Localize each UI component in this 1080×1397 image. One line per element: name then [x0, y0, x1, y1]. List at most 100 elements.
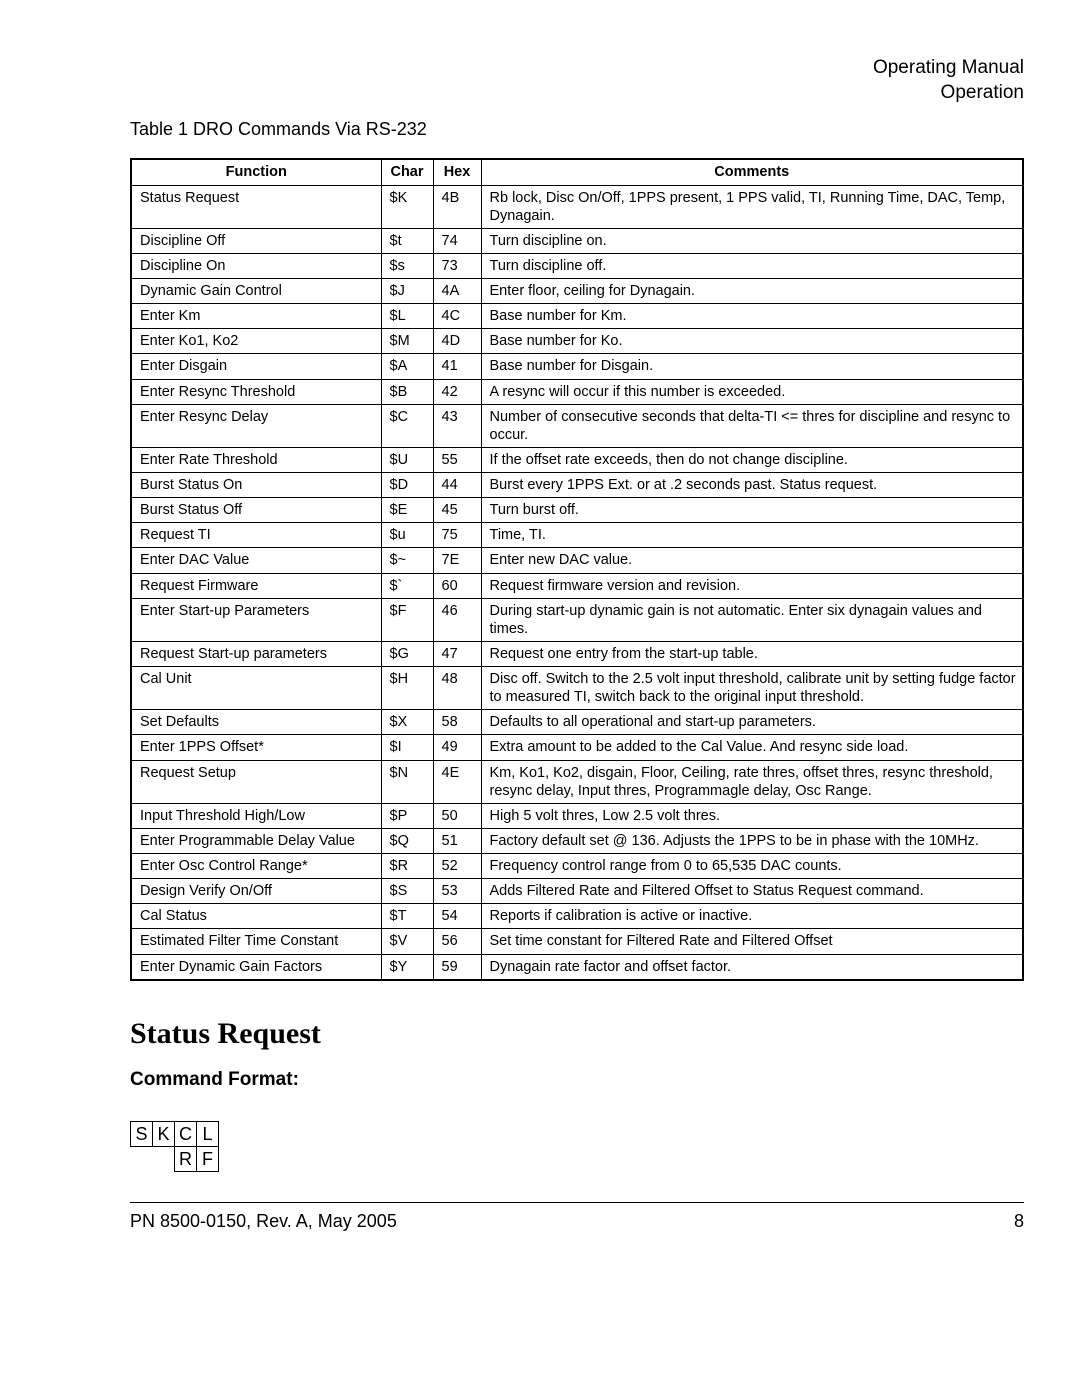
table-row: Dynamic Gain Control$J4AEnter floor, cei… [131, 279, 1023, 304]
table-row: Request Setup$N4EKm, Ko1, Ko2, disgain, … [131, 760, 1023, 803]
cell-comm: A resync will occur if this number is ex… [481, 379, 1023, 404]
table-row: Enter Programmable Delay Value$Q51Factor… [131, 828, 1023, 853]
table-row: Discipline Off$t74Turn discipline on. [131, 228, 1023, 253]
table-row: Estimated Filter Time Constant$V56Set ti… [131, 929, 1023, 954]
fmt-cell: R [175, 1146, 197, 1171]
cell-char: $N [381, 760, 433, 803]
cell-char: $C [381, 404, 433, 447]
cell-char: $Q [381, 828, 433, 853]
table-row: Burst Status Off$E45Turn burst off. [131, 498, 1023, 523]
cell-char: $E [381, 498, 433, 523]
table-row: Enter Dynamic Gain Factors$Y59Dynagain r… [131, 954, 1023, 980]
cell-func: Enter 1PPS Offset* [131, 735, 381, 760]
cell-char: $L [381, 304, 433, 329]
cell-func: Input Threshold High/Low [131, 803, 381, 828]
table-row: Enter Resync Threshold$B42A resync will … [131, 379, 1023, 404]
col-char: Char [381, 159, 433, 185]
table-row: Enter DAC Value$~7EEnter new DAC value. [131, 548, 1023, 573]
cell-comm: Burst every 1PPS Ext. or at .2 seconds p… [481, 473, 1023, 498]
cell-hex: 45 [433, 498, 481, 523]
table-row: Input Threshold High/Low$P50High 5 volt … [131, 803, 1023, 828]
cell-char: $s [381, 253, 433, 278]
cell-char: $u [381, 523, 433, 548]
cell-char: $V [381, 929, 433, 954]
cell-comm: Adds Filtered Rate and Filtered Offset t… [481, 879, 1023, 904]
cell-func: Discipline On [131, 253, 381, 278]
table-row: Request Firmware$`60Request firmware ver… [131, 573, 1023, 598]
table-row: Discipline On$s73Turn discipline off. [131, 253, 1023, 278]
cell-func: Cal Status [131, 904, 381, 929]
footer-page: 8 [1014, 1211, 1024, 1232]
header-line-1: Operating Manual [130, 56, 1024, 81]
command-format-grid: S K C L R F [130, 1121, 219, 1172]
fmt-empty [153, 1146, 175, 1171]
commands-table-body: Status Request$K4BRb lock, Disc On/Off, … [131, 185, 1023, 980]
cell-func: Estimated Filter Time Constant [131, 929, 381, 954]
cell-comm: During start-up dynamic gain is not auto… [481, 598, 1023, 641]
table-row: Design Verify On/Off$S53Adds Filtered Ra… [131, 879, 1023, 904]
cell-hex: 42 [433, 379, 481, 404]
command-format-heading: Command Format: [130, 1069, 1024, 1091]
cell-comm: Number of consecutive seconds that delta… [481, 404, 1023, 447]
cell-char: $K [381, 185, 433, 228]
cell-func: Enter Disgain [131, 354, 381, 379]
cell-char: $` [381, 573, 433, 598]
cell-func: Request Setup [131, 760, 381, 803]
cell-char: $B [381, 379, 433, 404]
cell-hex: 75 [433, 523, 481, 548]
table-row: Status Request$K4BRb lock, Disc On/Off, … [131, 185, 1023, 228]
cell-hex: 56 [433, 929, 481, 954]
cell-hex: 49 [433, 735, 481, 760]
cell-comm: Defaults to all operational and start-up… [481, 710, 1023, 735]
format-row-1: S K C L [131, 1121, 219, 1146]
fmt-empty [131, 1146, 153, 1171]
cell-hex: 59 [433, 954, 481, 980]
cell-func: Enter Resync Threshold [131, 379, 381, 404]
table-row: Enter Osc Control Range*$R52Frequency co… [131, 854, 1023, 879]
cell-hex: 54 [433, 904, 481, 929]
cell-func: Discipline Off [131, 228, 381, 253]
cell-char: $A [381, 354, 433, 379]
cell-char: $I [381, 735, 433, 760]
cell-comm: Turn burst off. [481, 498, 1023, 523]
cell-comm: Base number for Disgain. [481, 354, 1023, 379]
cell-comm: Extra amount to be added to the Cal Valu… [481, 735, 1023, 760]
cell-hex: 4E [433, 760, 481, 803]
page: Operating Manual Operation Table 1 DRO C… [0, 0, 1080, 1397]
cell-comm: Set time constant for Filtered Rate and … [481, 929, 1023, 954]
cell-char: $T [381, 904, 433, 929]
cell-char: $t [381, 228, 433, 253]
cell-func: Enter Km [131, 304, 381, 329]
cell-comm: Turn discipline on. [481, 228, 1023, 253]
cell-comm: Request one entry from the start-up tabl… [481, 641, 1023, 666]
cell-comm: Time, TI. [481, 523, 1023, 548]
table-row: Enter 1PPS Offset*$I49Extra amount to be… [131, 735, 1023, 760]
cell-char: $P [381, 803, 433, 828]
table-row: Request TI$u75Time, TI. [131, 523, 1023, 548]
header-line-2: Operation [130, 81, 1024, 106]
cell-comm: Factory default set @ 136. Adjusts the 1… [481, 828, 1023, 853]
cell-hex: 48 [433, 667, 481, 710]
fmt-cell: L [197, 1121, 219, 1146]
cell-hex: 53 [433, 879, 481, 904]
cell-comm: Request firmware version and revision. [481, 573, 1023, 598]
cell-func: Design Verify On/Off [131, 879, 381, 904]
cell-func: Burst Status Off [131, 498, 381, 523]
cell-func: Enter Dynamic Gain Factors [131, 954, 381, 980]
cell-hex: 74 [433, 228, 481, 253]
cell-func: Request TI [131, 523, 381, 548]
cell-func: Enter Start-up Parameters [131, 598, 381, 641]
cell-char: $X [381, 710, 433, 735]
cell-comm: Dynagain rate factor and offset factor. [481, 954, 1023, 980]
cell-hex: 4C [433, 304, 481, 329]
cell-func: Burst Status On [131, 473, 381, 498]
fmt-cell: S [131, 1121, 153, 1146]
col-function: Function [131, 159, 381, 185]
table-header-row: Function Char Hex Comments [131, 159, 1023, 185]
cell-comm: Base number for Km. [481, 304, 1023, 329]
cell-comm: Turn discipline off. [481, 253, 1023, 278]
page-header: Operating Manual Operation [130, 56, 1024, 105]
cell-hex: 4D [433, 329, 481, 354]
cell-char: $S [381, 879, 433, 904]
table-row: Enter Km$L4CBase number for Km. [131, 304, 1023, 329]
